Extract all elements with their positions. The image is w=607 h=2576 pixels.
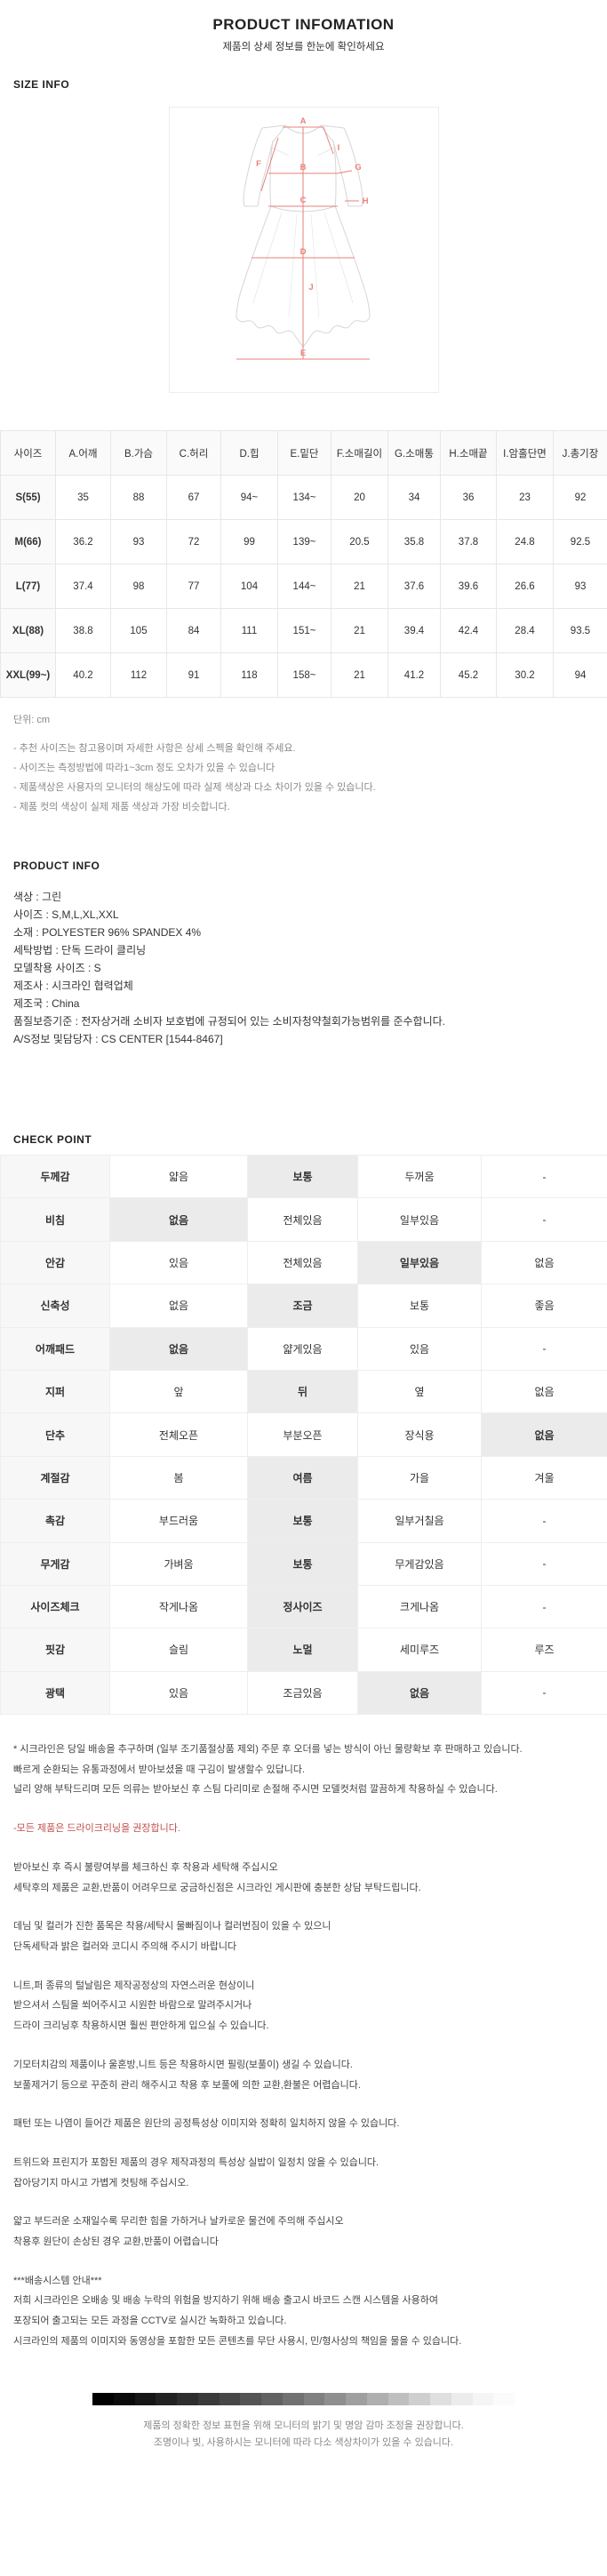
svg-text:A: A <box>300 116 306 126</box>
svg-text:J: J <box>308 283 313 292</box>
svg-text:F: F <box>256 159 261 169</box>
svg-text:D: D <box>300 247 306 257</box>
svg-text:G: G <box>355 163 361 172</box>
svg-text:B: B <box>300 163 306 172</box>
svg-text:E: E <box>300 348 305 358</box>
svg-text:C: C <box>300 196 306 205</box>
svg-text:H: H <box>362 196 368 206</box>
svg-text:I: I <box>337 143 339 153</box>
